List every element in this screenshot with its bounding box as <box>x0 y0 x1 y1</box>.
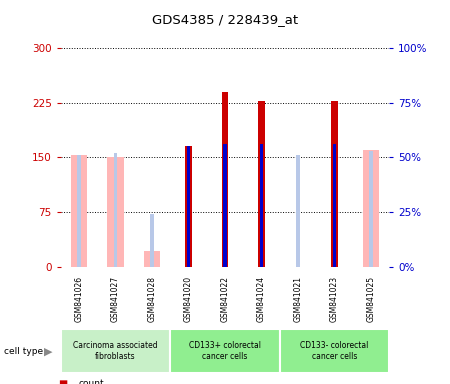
Bar <box>150 214 154 267</box>
Bar <box>107 157 124 267</box>
Text: CD133+ colorectal
cancer cells: CD133+ colorectal cancer cells <box>189 341 261 361</box>
Bar <box>258 101 265 267</box>
Text: GSM841026: GSM841026 <box>75 275 84 322</box>
Bar <box>71 154 87 267</box>
Bar <box>333 144 336 267</box>
Text: GSM841028: GSM841028 <box>148 276 157 321</box>
Text: GSM841022: GSM841022 <box>220 276 230 321</box>
Text: ■: ■ <box>58 379 68 384</box>
Text: ▶: ▶ <box>44 346 53 356</box>
Bar <box>114 153 117 267</box>
Text: GDS4385 / 228439_at: GDS4385 / 228439_at <box>152 13 298 26</box>
Bar <box>369 151 373 267</box>
Text: CD133- colorectal
cancer cells: CD133- colorectal cancer cells <box>300 341 369 361</box>
Bar <box>77 155 81 267</box>
Text: GSM841025: GSM841025 <box>366 275 375 322</box>
Text: Carcinoma associated
fibroblasts: Carcinoma associated fibroblasts <box>73 341 158 361</box>
Text: GSM841020: GSM841020 <box>184 275 193 322</box>
Text: cell type: cell type <box>4 347 44 356</box>
Bar <box>144 251 160 267</box>
Bar <box>170 329 280 373</box>
Text: count: count <box>79 379 104 384</box>
Bar <box>222 92 228 267</box>
Bar <box>61 329 170 373</box>
Bar <box>296 155 300 267</box>
Text: GSM841024: GSM841024 <box>257 275 266 322</box>
Text: GSM841021: GSM841021 <box>293 276 302 321</box>
Bar <box>185 146 192 267</box>
Text: GSM841023: GSM841023 <box>330 275 339 322</box>
Bar <box>280 329 389 373</box>
Bar <box>187 146 190 267</box>
Text: GSM841027: GSM841027 <box>111 275 120 322</box>
Bar <box>331 101 338 267</box>
Bar <box>260 144 263 267</box>
Bar <box>363 150 379 267</box>
Bar <box>223 144 227 267</box>
